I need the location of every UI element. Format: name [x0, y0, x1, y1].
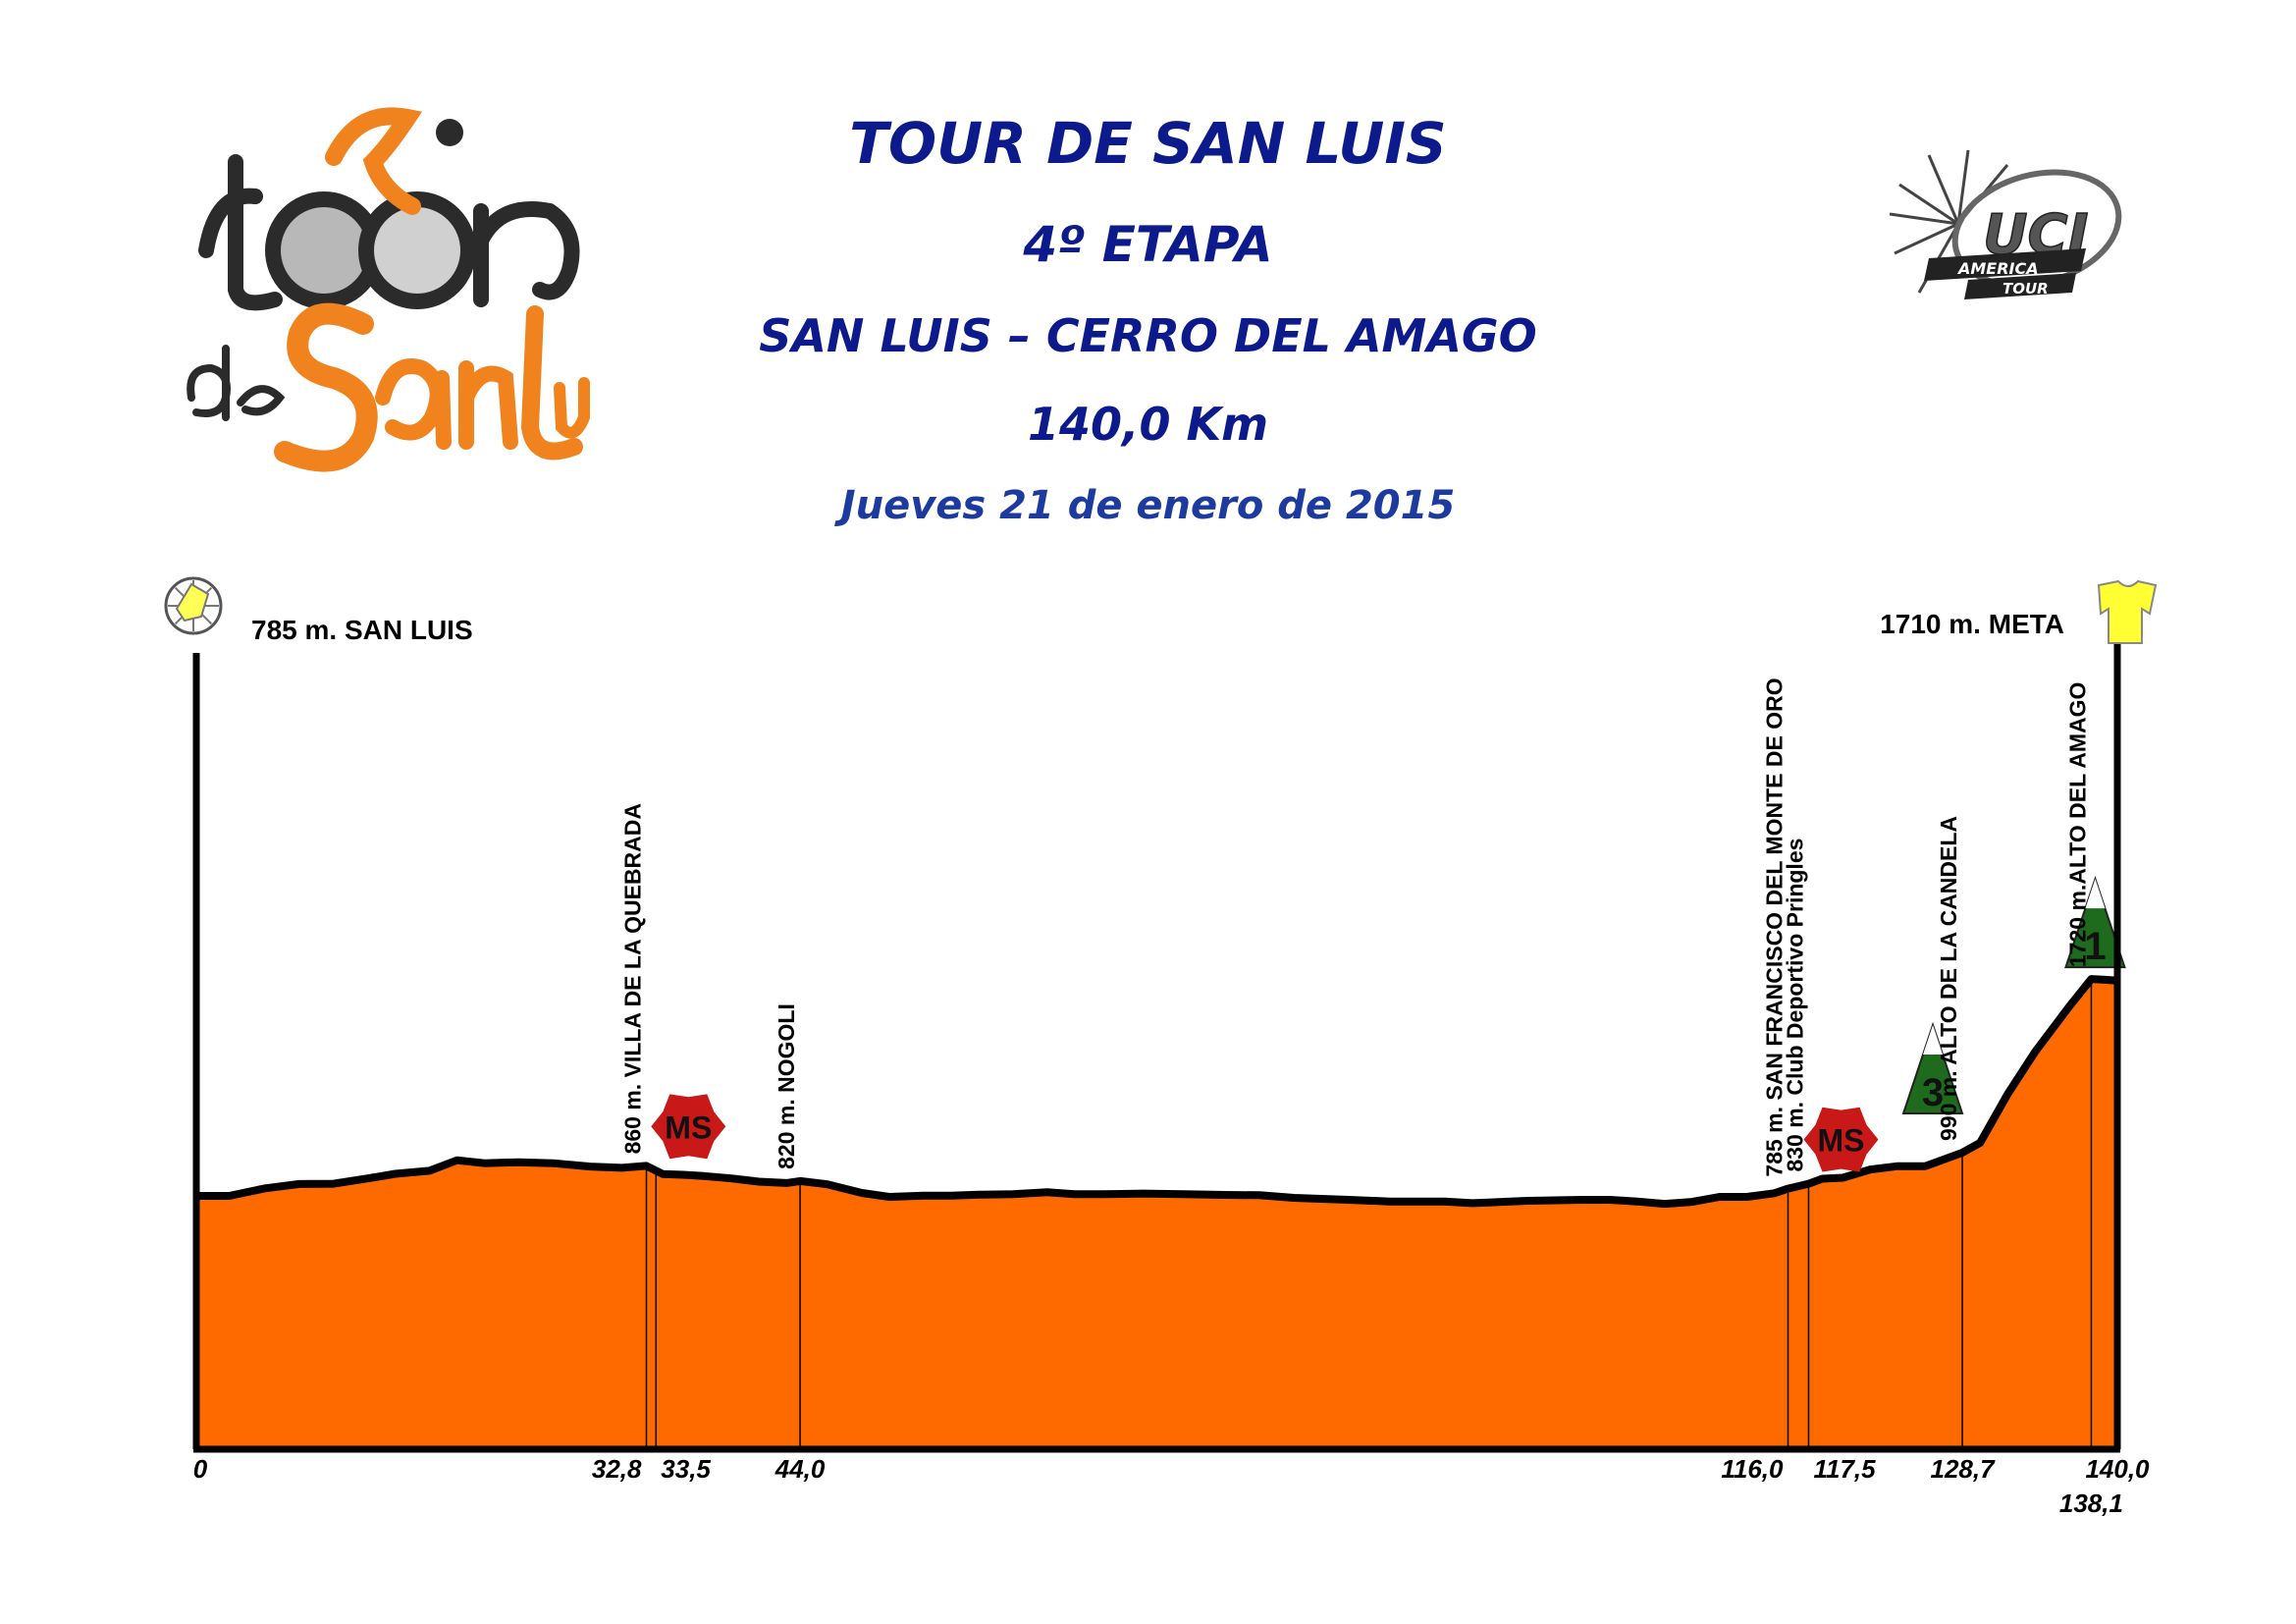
- ms-badge-icon-1: [651, 1094, 726, 1160]
- start-label: 785 m. SAN LUIS: [251, 615, 473, 645]
- title: TOUR DE SAN LUIS: [849, 110, 1447, 177]
- climb-snowcap-icon-6: [2085, 879, 2106, 909]
- finish-label: 1710 m. META: [1880, 609, 2064, 639]
- tick-label-0: 32,8: [592, 1454, 642, 1484]
- tick-label-start: 0: [193, 1454, 208, 1484]
- marker-label-3: 785 m. SAN FRANCISCO DEL MONTE DE ORO: [1762, 677, 1788, 1176]
- ms-badge-label-4: MS: [1817, 1123, 1864, 1159]
- distance: 140,0 Km: [1027, 398, 1269, 451]
- route: SAN LUIS – CERRO DEL AMAGO: [759, 309, 1537, 362]
- tick-label-7: 140,0: [2085, 1454, 2150, 1484]
- yellow-jersey-icon: [2097, 579, 2158, 644]
- marker-label-4: 830 m. Club Deportivo Pringles: [1782, 839, 1807, 1172]
- tick-label-5: 128,7: [1931, 1454, 1997, 1484]
- tick-label-2: 44,0: [774, 1454, 826, 1484]
- start-wheel-icon: [164, 576, 223, 635]
- ms-badge-icon-4: [1803, 1107, 1879, 1172]
- elevation-line: [196, 975, 2118, 1209]
- uci-banner-tour: TOUR: [2002, 280, 2049, 298]
- marker-label-2: 820 m. NOGOLI: [774, 1003, 799, 1169]
- tick-label-4: 117,5: [1813, 1454, 1876, 1484]
- climb-mountain-icon-6: [2064, 875, 2126, 969]
- tour-de-san-luis-logo: [187, 107, 590, 472]
- climb-mountain-icon-5: [1901, 1021, 1964, 1114]
- marker-label-6: 1720 m.ALTO DEL AMAGO: [2064, 682, 2090, 968]
- logo-san-luis-word: [187, 302, 590, 472]
- ms-badge-label-1: MS: [665, 1110, 712, 1145]
- climb-snowcap-icon-5: [1923, 1024, 1944, 1055]
- tick-label-1: 33,5: [661, 1454, 711, 1484]
- climb-category-6: 1: [2084, 925, 2106, 968]
- uci-america-tour-logo: UCI AMERICA TOUR: [1890, 149, 2122, 299]
- climb-category-5: 3: [1922, 1071, 1944, 1114]
- marker-label-0: 860 m. VILLA DE LA QUEBRADA: [619, 803, 645, 1154]
- elevation-area: [196, 979, 2117, 1449]
- uci-banner-america: AMERICA: [1956, 259, 2039, 278]
- logo-tour-word: [198, 107, 580, 311]
- stage-number: 4º ETAPA: [1023, 216, 1273, 273]
- date: Jueves 21 de enero de 2015: [840, 483, 1456, 528]
- marker-label-5: 990 m. ALTO DE LA CANDELA: [1936, 816, 1961, 1141]
- tick-label-3: 116,0: [1721, 1454, 1784, 1484]
- tick-label-6: 138,1: [2059, 1489, 2123, 1518]
